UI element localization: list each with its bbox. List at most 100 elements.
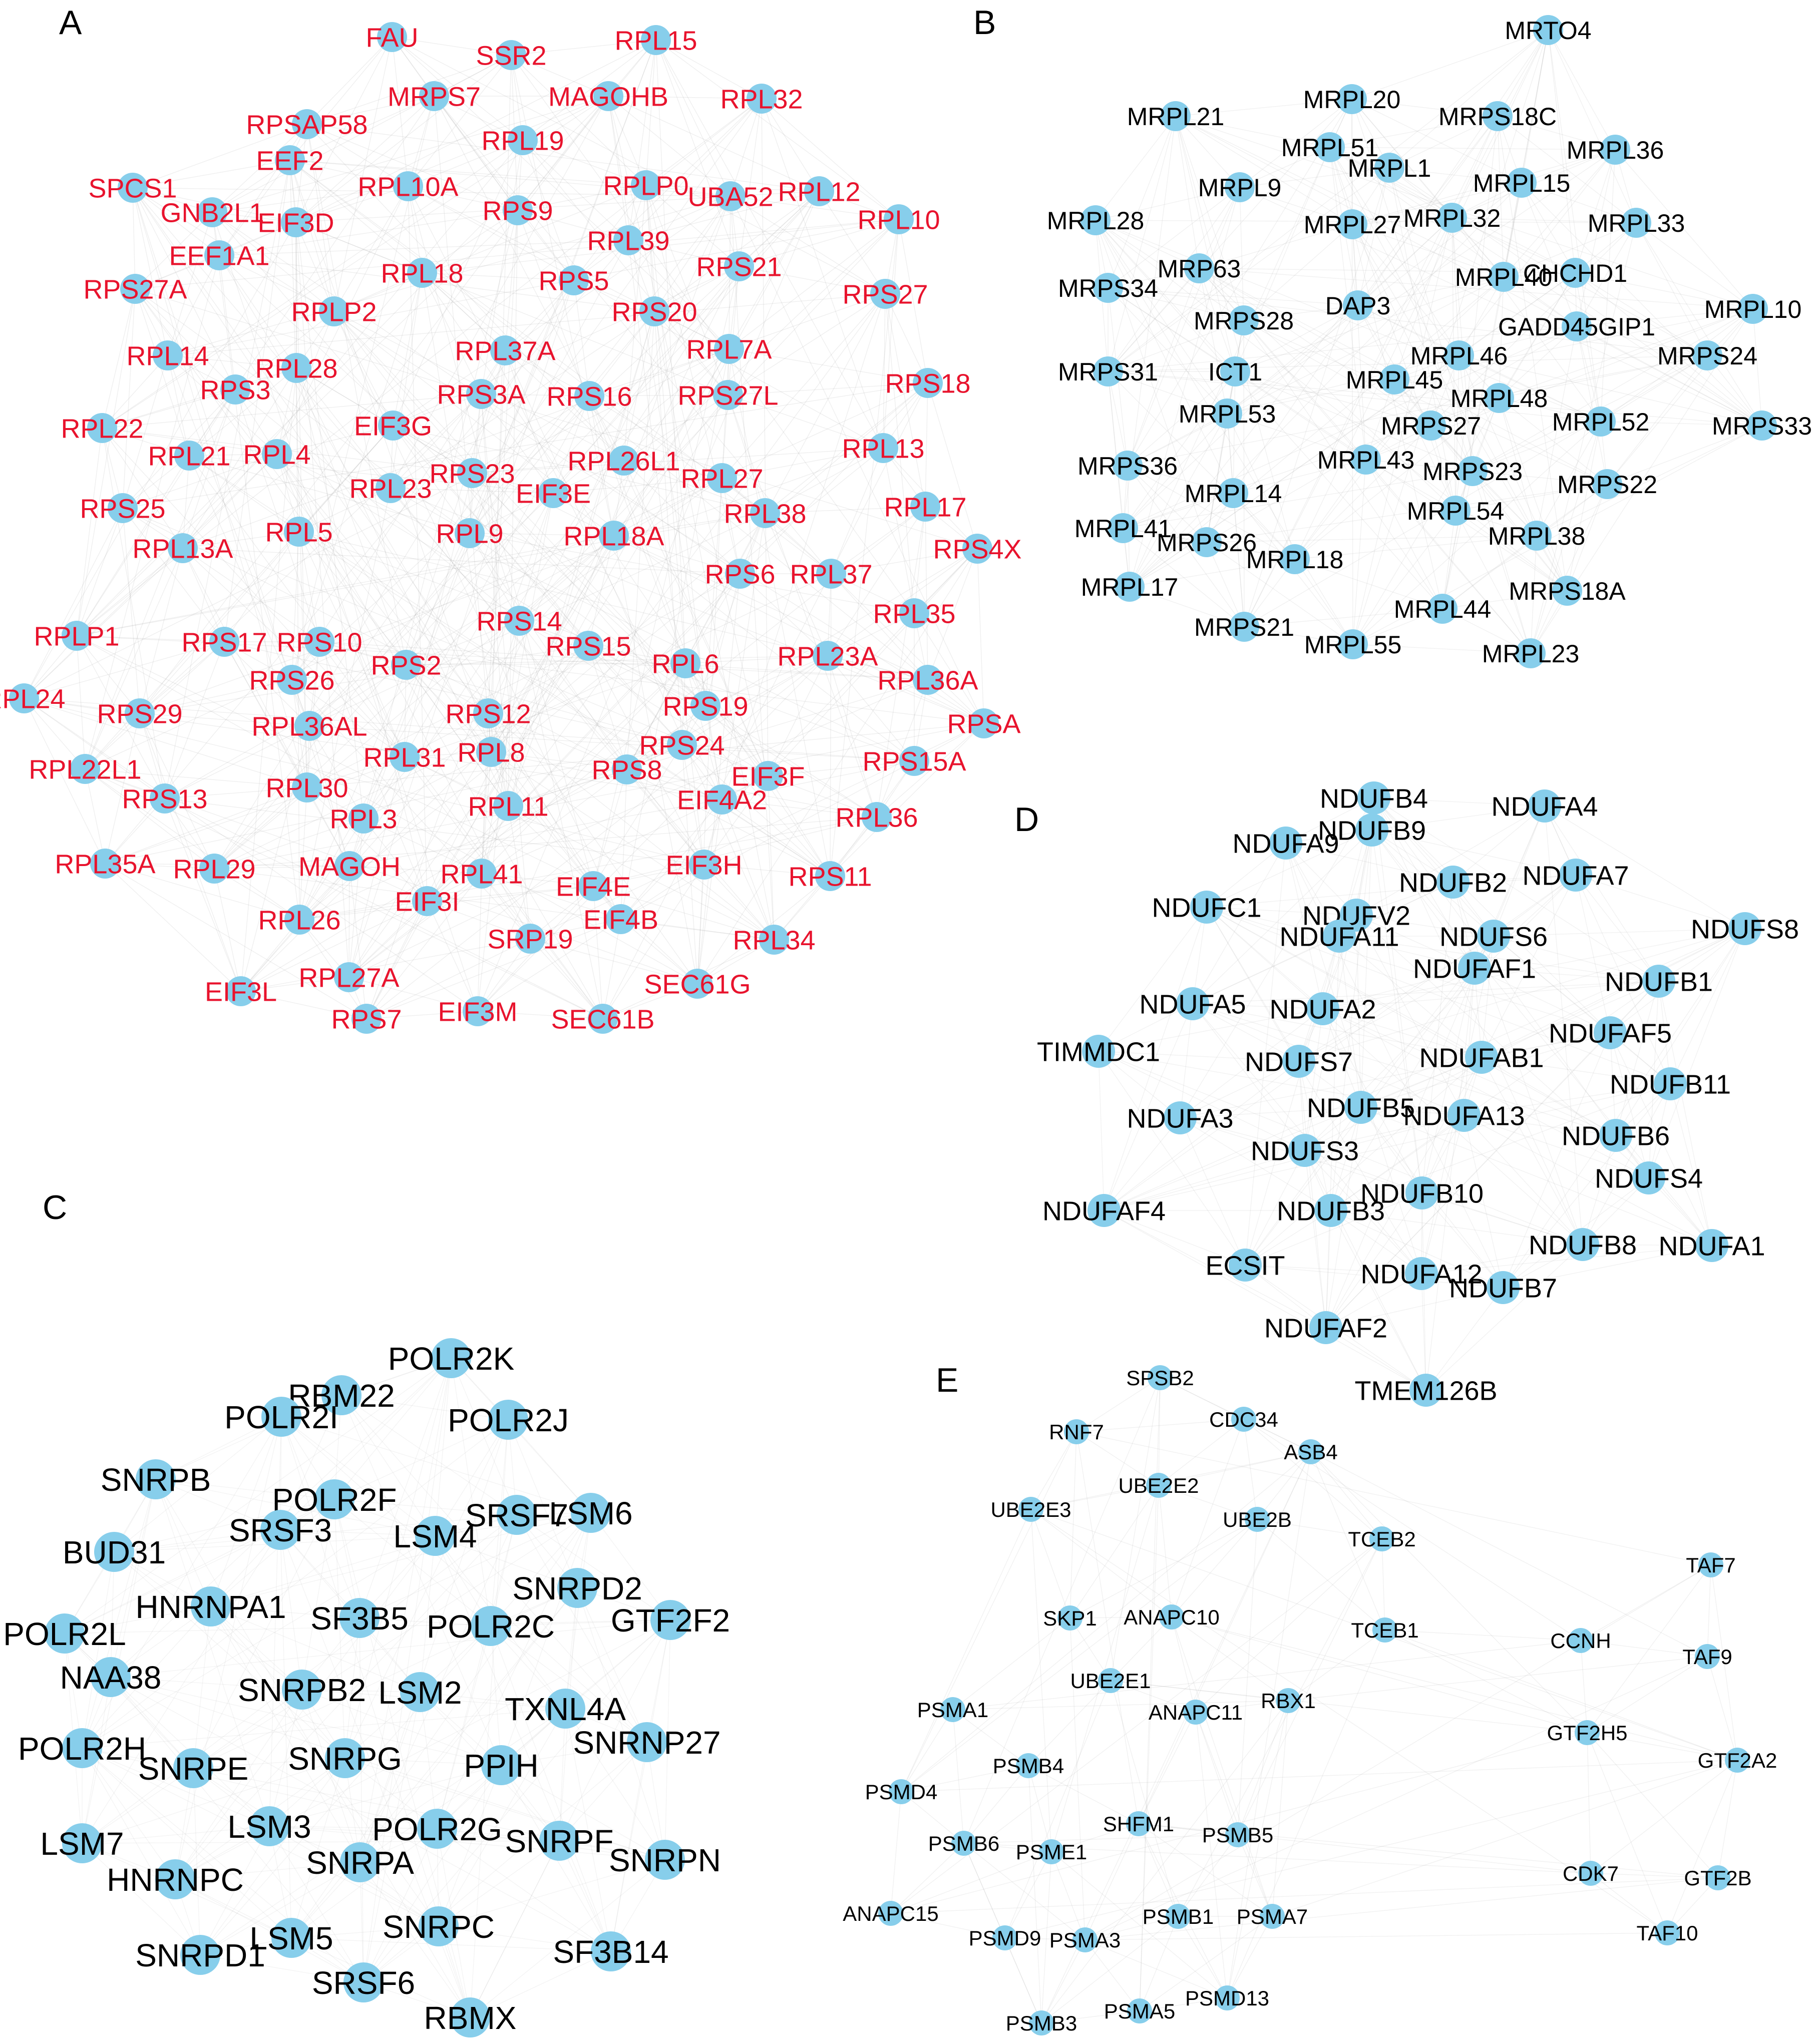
network-edge bbox=[830, 723, 984, 877]
network-edge bbox=[1330, 1210, 1422, 1274]
network-edge bbox=[565, 1587, 578, 1709]
network-edge bbox=[705, 705, 877, 818]
network-edge bbox=[1237, 1700, 1289, 1835]
network-edge bbox=[901, 1509, 1031, 1792]
node-label: TIMMDC1 bbox=[1037, 1037, 1160, 1067]
network-edge bbox=[434, 96, 832, 574]
network-edge bbox=[1384, 1629, 1588, 1733]
node-circle bbox=[1379, 364, 1409, 394]
network-edge bbox=[341, 1395, 517, 1515]
network-edge bbox=[1127, 465, 1245, 627]
network-edge bbox=[135, 288, 190, 456]
network-edge bbox=[1425, 1244, 1583, 1391]
network-edge bbox=[1521, 182, 1762, 426]
node-label: PSMB4 bbox=[993, 1754, 1064, 1778]
network-edge bbox=[1110, 1616, 1172, 1681]
network-edge bbox=[132, 187, 236, 390]
network-edge bbox=[296, 367, 428, 902]
network-edge bbox=[1325, 1032, 1611, 1328]
network-edge bbox=[522, 140, 646, 186]
network-node: MRPL52 bbox=[1552, 406, 1649, 437]
network-edge bbox=[654, 311, 729, 395]
network-edge bbox=[654, 196, 731, 312]
node-label: RPL39 bbox=[587, 226, 669, 256]
network-edge bbox=[1575, 272, 1708, 356]
network-edge bbox=[1499, 397, 1568, 591]
node-label: SNRNP27 bbox=[573, 1725, 720, 1761]
network-edge bbox=[24, 548, 183, 699]
network-edge bbox=[1084, 1877, 1718, 1940]
network-node: RPL11 bbox=[468, 791, 549, 822]
node-circle bbox=[393, 171, 423, 201]
network-edge bbox=[1233, 459, 1366, 494]
network-node: PSMB4 bbox=[993, 1753, 1064, 1778]
network-edge bbox=[363, 210, 518, 819]
node-label: MRPS23 bbox=[1422, 458, 1523, 486]
network-edge bbox=[1104, 1210, 1426, 1391]
network-edge bbox=[269, 1826, 665, 1860]
network-edge bbox=[1139, 1916, 1273, 2011]
network-node: SEC61B bbox=[551, 1004, 655, 1034]
network-edge bbox=[85, 768, 300, 920]
network-edge bbox=[1285, 843, 1357, 916]
network-edge bbox=[721, 348, 730, 479]
network-edge bbox=[1178, 1834, 1238, 1917]
network-edge bbox=[1298, 1061, 1331, 1211]
network-edge bbox=[348, 280, 574, 978]
node-circle bbox=[1405, 1257, 1438, 1290]
node-circle bbox=[1280, 544, 1310, 574]
network-edge bbox=[1615, 981, 1659, 1136]
network-node: UBE2B bbox=[1223, 1507, 1292, 1532]
network-edge bbox=[765, 448, 884, 514]
network-edge bbox=[685, 573, 741, 664]
network-edge bbox=[1576, 326, 1708, 356]
network-edge bbox=[1373, 797, 1422, 1193]
node-circle bbox=[1282, 1045, 1315, 1078]
node-circle bbox=[1016, 1753, 1041, 1778]
node-circle bbox=[1057, 1605, 1082, 1630]
network-edge bbox=[24, 641, 225, 699]
network-edge bbox=[82, 1529, 281, 1844]
node-circle bbox=[813, 641, 843, 671]
network-node: SNRPB2 bbox=[238, 1670, 366, 1710]
node-label: FAU bbox=[366, 23, 418, 53]
network-edge bbox=[1582, 1135, 1616, 1245]
network-edge bbox=[1451, 217, 1601, 422]
network-edge bbox=[309, 725, 405, 757]
network-edge bbox=[1442, 182, 1522, 609]
network-edge bbox=[175, 1862, 360, 1880]
network-edge bbox=[1243, 320, 1531, 654]
network-edge bbox=[477, 1011, 603, 1019]
node-circle bbox=[1416, 411, 1446, 441]
network-edge bbox=[298, 531, 320, 642]
network-edge bbox=[1206, 907, 1482, 1058]
network-edge bbox=[1575, 272, 1601, 422]
node-circle bbox=[1374, 153, 1404, 183]
network-node: PSMB3 bbox=[1006, 2010, 1077, 2035]
network-node: NDUFB7 bbox=[1449, 1271, 1557, 1304]
network-edge bbox=[613, 535, 741, 574]
network-edge bbox=[334, 1358, 452, 1500]
network-node: RPL32 bbox=[720, 84, 803, 114]
network-edge bbox=[1381, 1538, 1385, 1630]
node-label: RPS17 bbox=[181, 627, 267, 657]
network-edge bbox=[276, 425, 394, 455]
network-edge bbox=[1243, 1419, 1382, 1539]
node-label: MRTO4 bbox=[1505, 17, 1591, 45]
network-edge bbox=[359, 1358, 452, 1618]
network-node: MRPS28 bbox=[1194, 305, 1294, 335]
network-edge bbox=[393, 393, 482, 426]
network-node: GTF2B bbox=[1684, 1865, 1752, 1890]
network-edge bbox=[589, 395, 722, 479]
node-label: RPS11 bbox=[788, 862, 872, 892]
network-edge bbox=[1095, 220, 1228, 414]
node-label: NDUFA9 bbox=[1232, 829, 1339, 859]
network-edge bbox=[1459, 326, 1577, 356]
network-edge bbox=[703, 293, 886, 865]
network-node: NDUFA9 bbox=[1232, 827, 1339, 860]
network-edge bbox=[319, 641, 682, 745]
network-node: TCEB1 bbox=[1351, 1617, 1419, 1643]
network-edge bbox=[344, 1758, 502, 1766]
